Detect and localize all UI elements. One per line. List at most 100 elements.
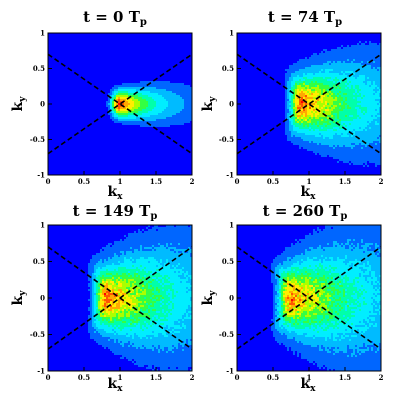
field-cell	[367, 109, 370, 112]
field-cell	[156, 111, 159, 114]
field-cell	[112, 313, 115, 316]
field-cell	[359, 131, 362, 134]
field-cell	[132, 99, 135, 102]
field-cell	[102, 255, 105, 258]
field-cell	[184, 103, 187, 106]
field-cell	[182, 119, 185, 122]
field-cell	[118, 257, 121, 260]
field-cell	[305, 149, 308, 152]
field-cell	[367, 53, 370, 56]
field-cell	[355, 83, 358, 86]
field-cell	[116, 303, 119, 306]
field-cell	[349, 111, 352, 114]
field-cell	[367, 77, 370, 80]
field-cell	[102, 349, 105, 352]
field-cell	[349, 139, 352, 142]
field-cell	[287, 137, 290, 140]
field-cell	[353, 101, 356, 104]
field-cell	[138, 81, 141, 84]
field-cell	[174, 93, 177, 96]
field-cell	[361, 33, 364, 36]
field-cell	[343, 101, 346, 104]
field-cell	[112, 291, 115, 294]
field-cell	[285, 101, 288, 104]
field-cell	[104, 293, 107, 296]
field-cell	[323, 65, 326, 68]
field-cell	[331, 127, 334, 130]
field-cell	[144, 101, 147, 104]
field-cell	[345, 101, 348, 104]
field-cell	[160, 77, 163, 80]
field-cell	[347, 59, 350, 62]
field-cell	[102, 341, 105, 344]
field-cell	[375, 77, 378, 80]
field-cell	[329, 59, 332, 62]
field-cell	[166, 77, 169, 80]
field-cell	[307, 95, 310, 98]
field-cell	[361, 163, 364, 166]
field-cell	[116, 93, 119, 96]
field-cell	[88, 287, 91, 290]
field-cell	[315, 89, 318, 92]
field-cell	[180, 99, 183, 102]
field-cell	[297, 133, 300, 136]
field-cell	[351, 129, 354, 132]
field-cell	[154, 121, 157, 124]
field-cell	[359, 135, 362, 138]
field-cell	[347, 115, 350, 118]
field-cell	[100, 347, 103, 350]
field-cell	[349, 41, 352, 44]
field-cell	[287, 63, 290, 66]
field-cell	[299, 139, 302, 142]
field-cell	[329, 63, 332, 66]
field-cell	[361, 99, 364, 102]
field-cell	[94, 307, 97, 310]
field-cell	[377, 47, 380, 50]
field-cell	[116, 281, 119, 284]
field-cell	[138, 119, 141, 122]
field-cell	[359, 161, 362, 164]
field-cell	[321, 105, 324, 108]
field-cell	[108, 263, 111, 266]
field-cell	[341, 157, 344, 160]
field-cell	[303, 123, 306, 126]
field-cell	[373, 53, 376, 56]
field-cell	[162, 117, 165, 120]
field-cell	[353, 113, 356, 116]
field-cell	[329, 147, 332, 150]
field-cell	[126, 95, 129, 98]
field-cell	[351, 107, 354, 110]
field-cell	[100, 341, 103, 344]
field-cell	[355, 33, 358, 36]
field-cell	[92, 339, 95, 342]
field-cell	[351, 159, 354, 162]
field-cell	[178, 93, 181, 96]
field-cell	[357, 153, 360, 156]
field-cell	[329, 121, 332, 124]
field-cell	[307, 57, 310, 60]
field-cell	[363, 109, 366, 112]
field-cell	[361, 75, 364, 78]
field-cell	[100, 293, 103, 296]
field-cell	[285, 109, 288, 112]
field-cell	[114, 249, 117, 252]
field-cell	[114, 345, 117, 348]
field-cell	[148, 89, 151, 92]
field-cell	[297, 101, 300, 104]
field-cell	[90, 301, 93, 304]
field-cell	[313, 111, 316, 114]
field-cell	[96, 315, 99, 318]
field-cell	[144, 93, 147, 96]
field-cell	[361, 169, 364, 172]
field-cell	[379, 121, 381, 124]
field-cell	[319, 121, 322, 124]
field-cell	[176, 105, 179, 108]
field-cell	[112, 249, 115, 252]
field-cell	[126, 115, 129, 118]
field-cell	[114, 275, 117, 278]
field-cell	[321, 159, 324, 162]
field-cell	[301, 65, 304, 68]
field-cell	[112, 339, 115, 342]
field-cell	[365, 83, 368, 86]
field-cell	[351, 37, 354, 40]
